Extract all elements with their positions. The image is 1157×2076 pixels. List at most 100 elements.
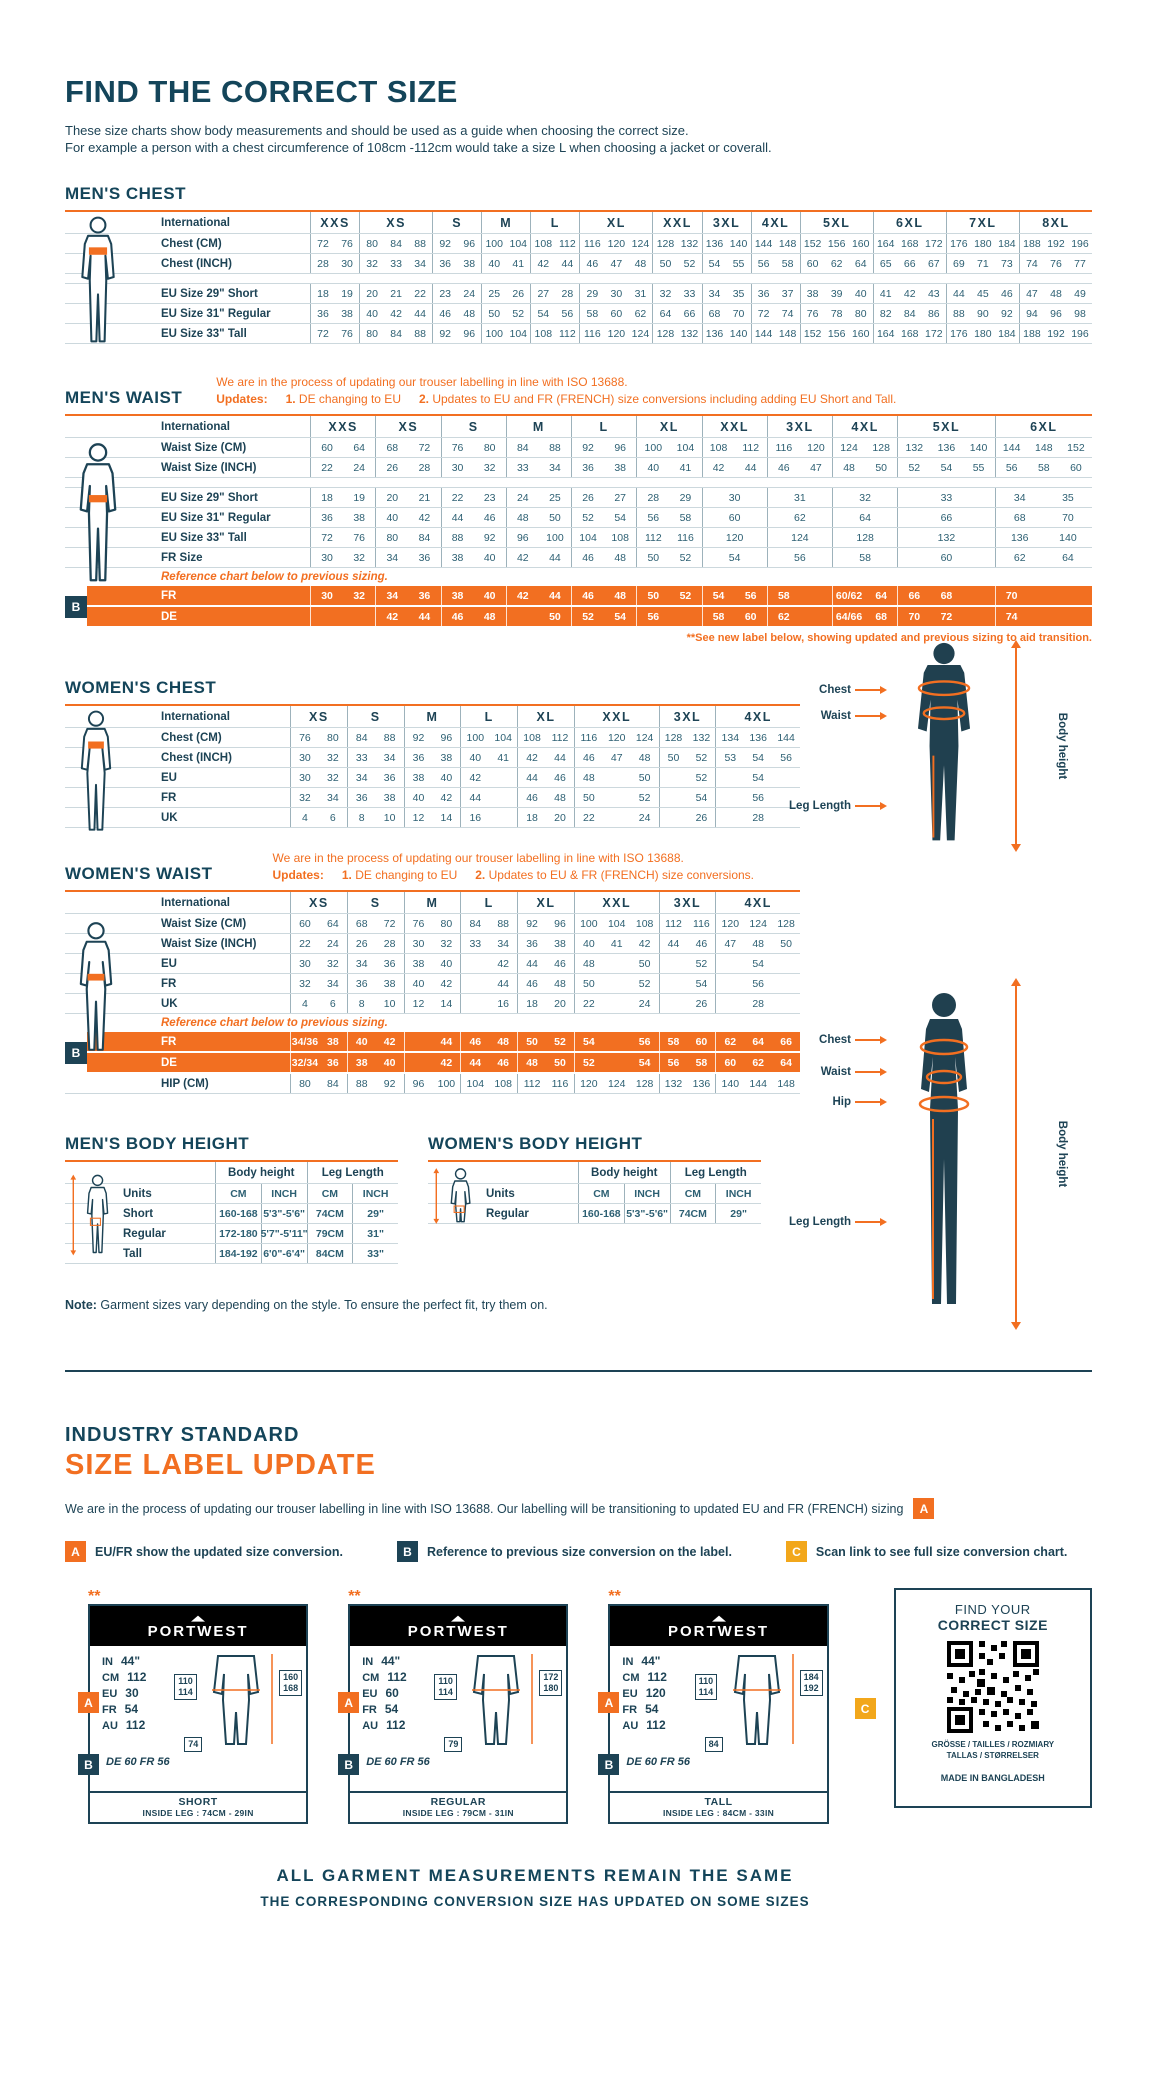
cell: 41 [512,257,525,270]
cell: 24 [516,491,529,504]
cell: 36 [418,551,431,564]
cell: 5'7"-5'11" [260,1227,308,1240]
cell: 108 [611,531,629,544]
table-row: Chest (CM) 72 76 80 84 88 92 96 100 104 108 112 116 1… [65,234,1092,254]
cell: 18 [321,491,333,504]
cell: 45 [977,287,989,300]
cell: 144 [754,237,773,250]
size-column: 54 55 [701,254,751,273]
cell: 19 [341,287,353,300]
cell: 56 [752,977,765,990]
cell: 62 [830,257,843,270]
cell: 32 [366,257,378,270]
size-column: XXL [573,892,659,913]
size-column: 134 136 144 [715,728,800,747]
cell: 16 [469,811,482,824]
size-column: 56 [715,788,800,807]
size-column: 56 58 [750,254,800,273]
cell: 168 [901,327,919,340]
size-column: 116 120 124 [579,234,652,253]
cell: 70 [1005,589,1018,602]
section-divider [65,1370,1092,1372]
table-row: Waist Size (CM) 60 64 68 72 76 80 84 88 92 96 100 10… [65,914,800,934]
cell: 20 [554,811,566,824]
size-column: 62 64 [994,548,1092,567]
cell: 34/36 [291,1035,319,1048]
legend-item: A EU/FR show the updated size conversion. [65,1541,343,1562]
cell: 94 [1026,307,1038,320]
size-column: 82 84 86 [872,304,946,323]
measurement-row: CM 112 [362,1670,407,1684]
cell: 34 [414,257,426,270]
size-column: XXL [573,706,659,727]
size-column: 32 34 [290,974,347,993]
leg-value-box: 84 [704,1737,723,1752]
height-col-header: Leg Length [669,1162,762,1183]
size-column: M [403,706,461,727]
size-column: 18 19 [310,488,375,507]
size-column: 176 180 184 [945,234,1019,253]
cell: 120 [607,731,626,744]
cell: 42 [440,1056,453,1069]
row-label: Regular [123,1227,166,1240]
cell: 86 [927,307,940,320]
size-column: 42 44 [517,748,574,767]
cell: 88 [355,1077,368,1090]
cell: 68 [708,307,721,320]
cell: 84 [516,441,529,454]
cell: 40 [647,461,660,474]
b-badge: B [338,1754,360,1775]
cell: 46 [497,1056,510,1069]
cell: 104 [466,1077,485,1090]
cell: 108 [494,1077,512,1090]
size-column: 136 140 [994,528,1092,547]
size-column: 4XL [832,416,897,437]
size-column: 108 112 [530,234,579,253]
size-column: 80 84 [290,1074,347,1093]
size-label-update-heading: SIZE LABEL UPDATE [65,1449,376,1481]
size-column: 36 38 [346,788,404,807]
cell: 30 [451,461,464,474]
cell: 28 [647,491,660,504]
cell: 76 [341,237,353,250]
size-column: 22 24 [310,458,375,477]
cell: 29 [586,287,599,300]
cell: 32 [659,287,672,300]
cell: 96 [1050,307,1062,320]
updates-note: Updates: 1. DE changing to EU 2. Updates t… [216,392,897,406]
cell: 124 [791,531,809,544]
fit-strip: REGULAR INSIDE LEG : 79CM - 31IN [350,1791,567,1822]
cell: 55 [732,257,745,270]
womens-body-height-section: WOMEN'S BODY HEIGHT Body height Leg Lengt… [428,1134,761,1264]
cell: 44 [526,957,538,970]
size-guide-document: FIND THE CORRECT SIZE These size charts … [65,74,1093,1909]
size-column: 32 33 34 [359,254,432,273]
size-column: XL [517,706,574,727]
cell: 38 [383,977,396,990]
cell: 132 [692,731,711,744]
body-height-label: Body height [1056,1120,1069,1188]
size-column: XS [359,212,432,233]
cell: 52 [683,257,696,270]
cell: 28 [383,937,396,950]
cell: 44 [952,287,965,300]
size-column: 42 44 [375,607,440,626]
cell: 148 [778,327,797,340]
cell: 32 [326,751,339,764]
size-column: 54 [658,974,716,993]
cell: 44 [451,511,464,524]
cell: 188 [1023,327,1041,340]
cell: 42 [418,511,431,524]
cell: 42 [712,461,725,474]
cell: 48 [614,589,627,602]
cell: 22 [583,997,595,1010]
size-column: L [530,212,579,233]
cell: 31" [367,1227,384,1240]
cell: 38 [355,1056,368,1069]
size-column: 32/34 36 [290,1053,347,1072]
cell: 12 [412,997,425,1010]
cell: 64/66 [835,610,863,623]
cell: 58 [695,1056,708,1069]
figure-sketch-svg [212,1654,273,1745]
size-column: 58 60 [658,1032,716,1051]
